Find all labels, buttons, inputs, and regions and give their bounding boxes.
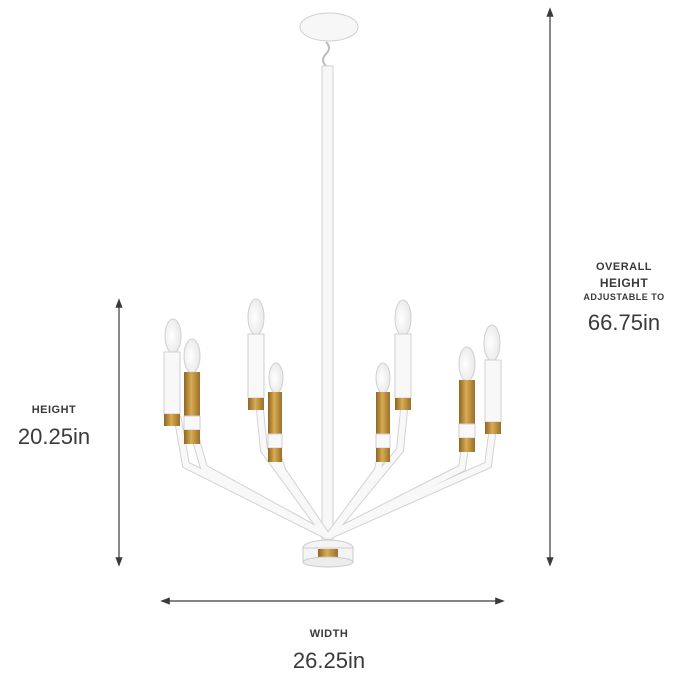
width-label: WIDTH: [309, 628, 349, 640]
candle-7: [458, 346, 476, 452]
arm-1: [173, 415, 332, 541]
overall-height-value: 66.75in: [587, 310, 661, 335]
candle-8: [483, 324, 502, 434]
chain-link: [322, 41, 330, 67]
downrod: [321, 65, 334, 543]
ceiling-canopy: [299, 12, 359, 42]
overall-label-line1: OVERALL: [595, 261, 653, 273]
candle-4: [267, 362, 284, 462]
height-value: 20.25in: [17, 424, 91, 449]
chandelier: [163, 12, 502, 568]
candle-2: [183, 338, 201, 444]
overall-label-line2: HEIGHT: [599, 276, 649, 290]
candle-1: [163, 318, 182, 426]
arm-2: [191, 435, 332, 541]
height-label: HEIGHT: [31, 404, 77, 416]
overall-label-line3: ADJUSTABLE TO: [583, 292, 665, 302]
candle-5: [375, 362, 391, 462]
candle-3: [247, 298, 265, 410]
width-value: 26.25in: [292, 648, 366, 673]
center-hub: [302, 539, 354, 568]
candle-6: [394, 299, 412, 410]
